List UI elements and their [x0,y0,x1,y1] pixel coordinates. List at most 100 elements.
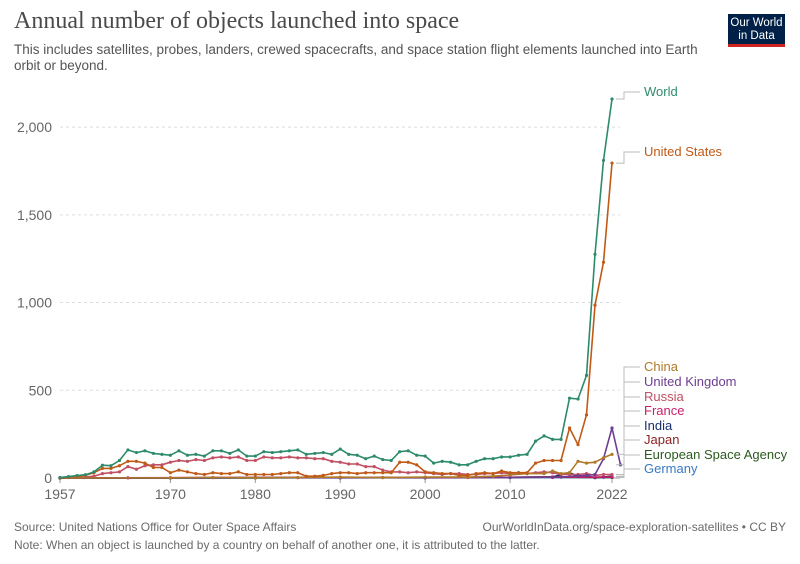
data-point-united-states [228,472,232,476]
data-point-world [364,457,368,461]
data-point-united-states [304,474,308,478]
data-point-world [567,396,572,400]
data-point-united-states [134,459,139,463]
data-point-world [432,461,436,465]
label-connector-world [616,91,640,100]
data-point-united-states [381,471,385,475]
data-point-united-states [143,461,147,465]
data-point-russia [228,456,232,460]
data-point-united-states [432,471,436,475]
data-point-china [610,452,614,456]
x-tick-label: 2000 [410,486,441,502]
data-point-china [508,473,512,477]
data-point-russia [100,472,105,476]
data-point-russia [601,472,606,477]
data-point-united-states [576,443,580,447]
data-point-world [533,439,538,443]
data-point-world [177,449,181,453]
data-point-world [126,448,130,452]
data-point-united-states [500,469,504,473]
data-point-world [559,437,563,441]
owid-logo[interactable]: Our World in Data [728,14,785,47]
y-tick-label: 1,000 [17,295,52,311]
data-point-world [296,448,300,452]
data-point-united-states [321,473,325,477]
data-point-china [491,474,495,478]
data-point-world [313,451,317,456]
data-point-world [415,453,419,457]
x-axis: 1957 1970 1980 1990 2000 2010 2022 [44,477,628,502]
data-point-united-states [584,413,589,417]
data-point-world [66,474,71,479]
label-connector-germany [616,468,640,478]
data-point-world [202,454,206,458]
data-point-united-states [466,473,470,477]
series-lines [58,97,623,480]
data-point-united-states [219,472,223,476]
data-point-world [584,373,589,377]
series-label-russia: Russia [644,389,685,404]
data-point-world [576,397,580,401]
data-point-world [483,457,487,461]
data-point-russia [338,460,342,464]
data-point-united-kingdom [559,475,563,479]
source-text: Source: United Nations Office for Outer … [14,520,297,534]
data-point-china [584,461,589,465]
data-point-russia [381,468,385,472]
data-point-russia [177,458,181,463]
data-point-russia [160,463,164,467]
data-point-world [389,458,393,463]
data-point-russia [134,467,139,471]
data-point-china [576,459,580,463]
data-point-china [423,475,427,479]
data-point-united-states [245,472,249,477]
data-point-united-kingdom [584,473,589,477]
data-point-united-states [279,472,283,476]
data-point-russia [253,458,257,463]
data-point-united-states [211,471,215,475]
data-point-russia [364,464,368,469]
data-point-world [185,453,189,457]
data-point-united-states [100,466,105,470]
data-point-china [338,475,342,479]
logo-line-2: in Data [738,30,775,42]
data-point-united-states [483,471,487,475]
x-tick-label: 1980 [240,486,271,502]
data-point-world [92,470,96,474]
data-point-world [253,454,257,458]
data-point-world [500,455,504,459]
data-point-united-states [236,470,240,474]
source-url[interactable]: OurWorldInData.org/space-exploration-sat… [482,520,786,534]
chart-title: Annual number of objects launched into s… [14,8,460,34]
data-point-world [279,450,283,454]
data-point-united-states [253,472,257,477]
data-point-russia [202,458,206,463]
data-point-world [194,452,198,456]
data-point-united-states [202,472,206,477]
data-point-russia [610,472,614,477]
data-point-united-states [262,472,266,477]
chart-subtitle: This includes satellites, probes, lander… [14,42,698,73]
y-axis-ticks: 0 500 1,000 1,500 2,000 [17,119,52,486]
data-point-united-states [449,472,453,476]
data-point-united-states [126,459,130,463]
data-point-russia [270,456,274,460]
data-point-world [406,449,410,453]
data-point-united-states [117,464,122,468]
data-point-china [593,460,597,464]
data-point-china [550,469,555,473]
gridlines [60,126,620,391]
data-point-united-states [389,471,393,475]
data-point-united-states [338,471,342,475]
data-point-world [372,454,376,458]
data-point-china [168,476,172,480]
data-point-world [516,453,521,457]
data-point-world [542,434,546,438]
data-point-united-states [355,472,359,476]
x-tick-label: 1990 [325,486,356,502]
data-point-russia [398,470,402,474]
data-point-united-kingdom [593,472,597,477]
data-point-world [83,473,88,477]
y-tick-label: 2,000 [17,119,52,135]
